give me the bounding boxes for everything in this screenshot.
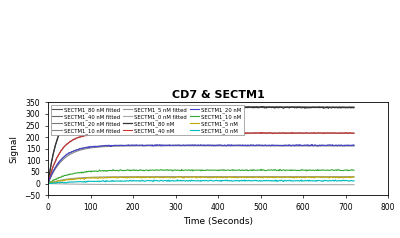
Legend: SECTM1_80 nM fitted, SECTM1_40 nM fitted, SECTM1_20 nM fitted, SECTM1_10 nM fitt: SECTM1_80 nM fitted, SECTM1_40 nM fitted… bbox=[51, 105, 244, 135]
Y-axis label: Signal: Signal bbox=[10, 135, 19, 163]
X-axis label: Time (Seconds): Time (Seconds) bbox=[183, 217, 253, 226]
Title: CD7 & SECTM1: CD7 & SECTM1 bbox=[172, 90, 264, 100]
